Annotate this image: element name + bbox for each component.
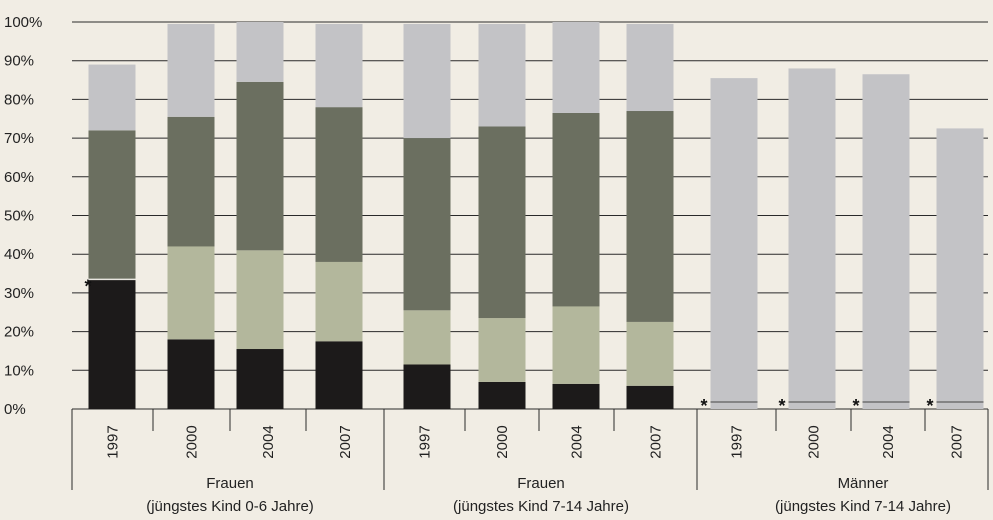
y-tick-label: 100% — [4, 14, 42, 31]
group-label-1-line1: Frauen — [206, 475, 254, 492]
x-tick-label: 2004 — [260, 425, 277, 458]
bar-segment-g2-2007-s1 — [627, 386, 674, 409]
bar-segment-g2-1997-s2 — [404, 310, 451, 364]
y-tick-label: 40% — [4, 246, 34, 263]
y-tick-label: 70% — [4, 130, 34, 147]
group-label-3-line1: Männer — [838, 475, 889, 492]
bar-segment-g2-2004-s4 — [553, 22, 600, 113]
bar-segment-g1-1997-s3 — [89, 130, 136, 279]
bar-segment-g3-2007-s4 — [937, 128, 984, 409]
bar-segment-g2-2007-s2 — [627, 322, 674, 386]
y-tick-label: 10% — [4, 362, 34, 379]
bar-segment-g2-1997-s3 — [404, 138, 451, 310]
y-tick-label: 0% — [4, 401, 26, 418]
bar-segment-g1-2004-s3 — [237, 82, 284, 250]
y-axis: 0% 10% 20% 30% 40% 50% 60% 70% 80% 90% 100% — [4, 14, 42, 418]
x-tick-label: 2000 — [494, 425, 511, 458]
bar-segment-g1-1997-s4 — [89, 65, 136, 131]
bar-segment-g2-1997-s4 — [404, 24, 451, 138]
bar-segment-g2-2004-s2 — [553, 306, 600, 383]
annotation-marker: * — [779, 396, 786, 416]
annotations: ** * * * — [85, 276, 984, 416]
group-labels: Frauen (jüngstes Kind 0-6 Jahre) Frauen … — [146, 475, 951, 515]
bar-segment-g3-2000-s4 — [789, 68, 836, 409]
group-label-2-line2: (jüngstes Kind 7-14 Jahre) — [453, 498, 629, 515]
group-label-2-line1: Frauen — [517, 475, 565, 492]
y-tick-label: 90% — [4, 53, 34, 70]
y-tick-label: 60% — [4, 169, 34, 186]
bar-segment-g2-1997-s1 — [404, 364, 451, 409]
bar-segment-g2-2007-s3 — [627, 111, 674, 322]
x-tick-label: 2007 — [337, 425, 354, 458]
bar-segment-g3-1997-s4 — [711, 78, 758, 409]
bar-segment-g1-2000-s3 — [168, 117, 215, 247]
bar-segment-g2-2004-s3 — [553, 113, 600, 307]
annotation-marker: * — [853, 396, 860, 416]
bar-segment-g1-2007-s4 — [316, 24, 363, 107]
bar-segment-g3-2004-s4 — [863, 74, 910, 409]
annotation-marker: * — [927, 396, 934, 416]
y-tick-label: 30% — [4, 285, 34, 302]
annotation-marker: * — [701, 396, 708, 416]
x-tick-label: 2007 — [949, 425, 966, 458]
x-tick-label: 2007 — [648, 425, 665, 458]
bar-segment-g1-2000-s4 — [168, 24, 215, 117]
y-tick-label: 20% — [4, 324, 34, 341]
bar-segment-g1-2000-s2 — [168, 246, 215, 339]
bar-segment-g1-2007-s3 — [316, 107, 363, 262]
bar-segment-g1-2007-s2 — [316, 262, 363, 341]
group-label-1-line2: (jüngstes Kind 0-6 Jahre) — [146, 498, 314, 515]
bar-segment-g1-2000-s1 — [168, 339, 215, 409]
bar-segment-g2-2004-s1 — [553, 384, 600, 409]
x-tick-label: 1997 — [417, 425, 434, 458]
bar-segment-g2-2000-s3 — [479, 126, 526, 318]
bar-segment-g1-2007-s1 — [316, 341, 363, 409]
bar-segment-g2-2000-s1 — [479, 382, 526, 409]
x-tick-label: 1997 — [105, 425, 122, 458]
x-tick-label: 2004 — [880, 425, 897, 458]
y-tick-label: 80% — [4, 91, 34, 108]
y-tick-label: 50% — [4, 208, 34, 225]
x-tick-label: 2004 — [569, 425, 586, 458]
bar-segment-g1-2004-s4 — [237, 22, 284, 82]
bar-segment-g2-2000-s2 — [479, 318, 526, 382]
bar-segment-g1-2004-s2 — [237, 250, 284, 349]
bar-segment-g2-2000-s4 — [479, 24, 526, 127]
x-tick-label: 2000 — [184, 425, 201, 458]
group-label-3-line2: (jüngstes Kind 7-14 Jahre) — [775, 498, 951, 515]
x-tick-label: 2000 — [806, 425, 823, 458]
bar-segment-g2-2007-s4 — [627, 24, 674, 111]
bar-segment-g1-1997-s1 — [89, 279, 136, 409]
x-tick-label: 1997 — [729, 425, 746, 458]
bar-segment-g1-2004-s1 — [237, 349, 284, 409]
